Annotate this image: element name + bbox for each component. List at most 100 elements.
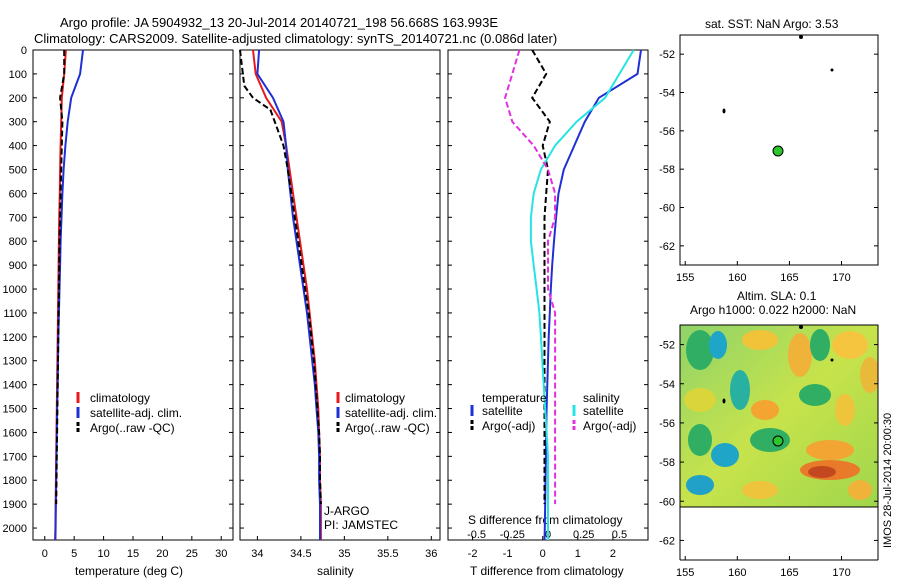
map-x-tick-label: 170 — [832, 567, 850, 579]
map1-y-ticks: -52 -54 -56 -58 -60 -62 — [659, 49, 878, 253]
difference-t-x-ticks: -2 -1 0 1 2 — [468, 536, 616, 560]
map-y-tick-label: -56 — [659, 126, 675, 138]
depth-tick-label: 300 — [9, 117, 27, 129]
map-x-tick-label: 155 — [676, 567, 694, 579]
depth-tick-label: 900 — [9, 260, 27, 272]
map1-island-dot-3 — [722, 108, 726, 114]
map-y-tick-label: -52 — [659, 49, 675, 61]
depth-tick-label: 600 — [9, 188, 27, 200]
temperature-x-tick-label: 15 — [127, 548, 139, 560]
depth-tick-label: 500 — [9, 165, 27, 177]
map-x-tick-label: 155 — [676, 272, 694, 284]
difference-s-x-tick-label: -0.5 — [467, 529, 486, 541]
map-y-tick-label: -58 — [659, 457, 675, 469]
legend-label-t-satellite: satellite — [482, 404, 523, 418]
difference-t-satellite-series — [543, 49, 642, 541]
difference-s-x-tick-label: -0.25 — [500, 529, 525, 541]
difference-s-x-tick-label: 0.5 — [612, 529, 627, 541]
depth-tick-label: 100 — [9, 69, 27, 81]
depth-tick-label: 1600 — [3, 427, 27, 439]
salinity-series-satellite-adj-clim- — [256, 49, 321, 540]
temperature-x-tick-label: 25 — [186, 548, 198, 560]
salinity-note-jargo: J-ARGO — [324, 504, 369, 518]
temperature-x-tick-label: 10 — [97, 548, 109, 560]
map2-x-ticks: 155 160 165 170 — [676, 556, 851, 579]
salinity-x-tick-label: 34 — [251, 548, 263, 560]
legend-label-climatology-s: climatology — [345, 391, 405, 405]
difference-t-x-tick-label: 1 — [575, 548, 581, 560]
map1-title: sat. SST: NaN Argo: 3.53 — [705, 17, 839, 31]
depth-tick-label: 1300 — [3, 356, 27, 368]
temperature-x-tick-label: 5 — [71, 548, 77, 560]
difference-legend: temperature salinity satellite Argo(-adj… — [470, 391, 636, 433]
map2-island-dot-2 — [830, 358, 834, 362]
salinity-x-tick-label: 34.5 — [290, 548, 311, 560]
map2-y-ticks: -52 -54 -56 -58 -60 -62 — [659, 340, 878, 547]
map-x-tick-label: 165 — [780, 567, 798, 579]
depth-tick-label: 1500 — [3, 404, 27, 416]
map-y-tick-label: -56 — [659, 418, 675, 430]
map1-x-ticks: 155 160 165 170 — [676, 261, 851, 284]
difference-t-x-tick-label: 0 — [540, 548, 546, 560]
salinity-legend: climatology satellite-adj. clim. Argo(..… — [336, 391, 437, 435]
depth-axis: 0 100 200 300 400 500 600 700 800 900 1000 1100 1200… — [3, 45, 27, 535]
map1-island-dot-2 — [830, 68, 834, 72]
legend-label-climatology: climatology — [90, 391, 150, 405]
profile-series-layer — [54, 49, 642, 541]
depth-tick-label: 2000 — [3, 523, 27, 535]
temperature-legend: climatology satellite-adj. clim. Argo(..… — [76, 391, 182, 435]
map-y-tick-label: -54 — [659, 379, 675, 391]
salinity-series-climatology — [252, 49, 322, 540]
temperature-x-label: temperature (deg C) — [75, 564, 183, 578]
legend-label-s-satellite: satellite — [583, 404, 624, 418]
legend-label-satellite: satellite-adj. clim. — [90, 406, 182, 420]
map-y-tick-label: -54 — [659, 88, 675, 100]
legend-label-satellite-s: satellite-adj. clim. — [345, 406, 437, 420]
title-line-1: Argo profile: JA 5904932_13 20-Jul-2014 … — [60, 15, 498, 30]
difference-s-x-tick-label: 0.25 — [573, 529, 594, 541]
temperature-x-tick-label: 30 — [215, 548, 227, 560]
depth-tick-label: 1700 — [3, 451, 27, 463]
map-x-tick-label: 170 — [832, 272, 850, 284]
salinity-x-label: salinity — [317, 564, 354, 578]
salinity-x-tick-label: 35 — [338, 548, 350, 560]
legend-label-s-argo: Argo(-adj) — [583, 419, 636, 433]
salinity-note-pi: PI: JAMSTEC — [324, 518, 398, 532]
depth-tick-label: 1200 — [3, 332, 27, 344]
salinity-x-ticks: 34 34.5 35 35.5 36 — [251, 536, 437, 560]
temperature-series-argo-raw-qc- — [55, 50, 66, 505]
map-y-tick-label: -58 — [659, 164, 675, 176]
salinity-x-tick-label: 35.5 — [377, 548, 398, 560]
legend-head-temperature: temperature — [482, 391, 547, 405]
depth-tick-label: 200 — [9, 93, 27, 105]
map2-sla-field — [680, 325, 878, 507]
depth-tick-label: 1800 — [3, 475, 27, 487]
depth-tick-label: 1100 — [3, 308, 27, 320]
map-y-tick-label: -60 — [659, 496, 675, 508]
difference-s-satellite-series — [529, 49, 635, 540]
difference-t-x-tick-label: -1 — [503, 548, 513, 560]
map-y-tick-label: -60 — [659, 203, 675, 215]
salinity-panel-frame — [239, 49, 441, 541]
title-line-2: Climatology: CARS2009. Satellite-adjuste… — [34, 31, 557, 46]
difference-s-argo-series — [504, 49, 557, 505]
map2-island-dot-3 — [722, 398, 726, 404]
map-y-tick-label: -62 — [659, 535, 675, 547]
map1-island-dot-1 — [799, 35, 803, 39]
depth-tick-label: 400 — [9, 141, 27, 153]
map2-frame — [679, 324, 879, 508]
depth-tick-label: 800 — [9, 236, 27, 248]
map-x-tick-label: 165 — [780, 272, 798, 284]
map2-title-line-1: Altim. SLA: 0.1 — [737, 289, 817, 303]
legend-label-argo-s: Argo(..raw -QC) — [345, 421, 430, 435]
temperature-x-tick-label: 20 — [156, 548, 168, 560]
map2-float-marker — [772, 435, 784, 447]
map-y-tick-label: -52 — [659, 340, 675, 352]
difference-t-x-label: T difference from climatology — [470, 564, 624, 578]
depth-tick-label: 1400 — [3, 380, 27, 392]
salinity-x-tick-label: 36 — [425, 548, 437, 560]
map2-island-dot-1 — [799, 325, 803, 329]
salinity-series-argo-raw-qc- — [239, 49, 322, 505]
depth-tick-label: 1000 — [3, 284, 27, 296]
